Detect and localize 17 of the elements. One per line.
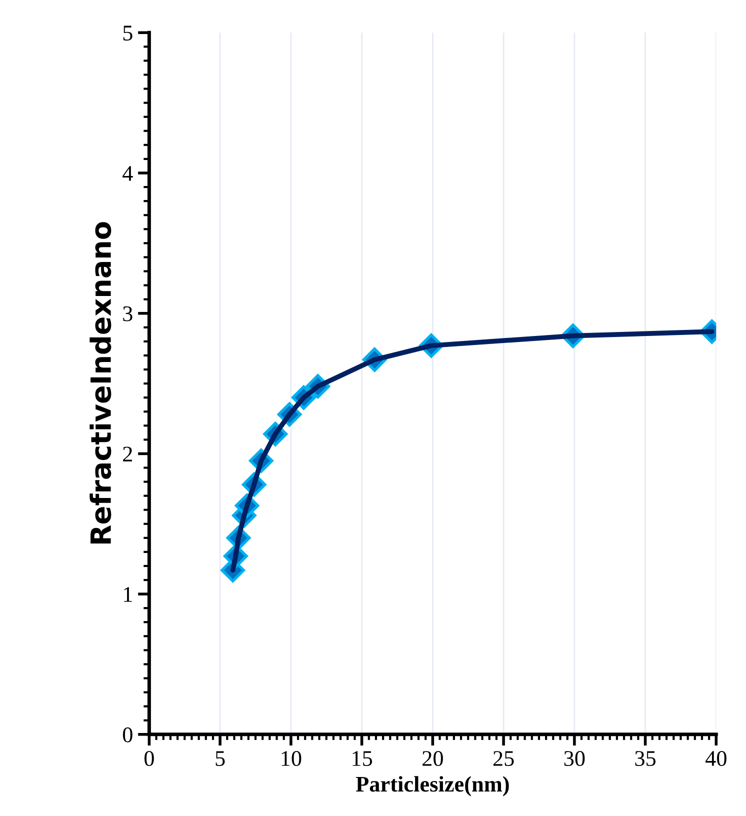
x-tick-label: 15	[352, 751, 372, 766]
y-tick-label: 5	[123, 26, 132, 41]
y-tick-label: 3	[123, 306, 132, 322]
y-tick-label: 4	[122, 166, 133, 181]
x-tick-label: 30	[564, 751, 585, 766]
x-axis-title: Particlesize(nm)	[356, 776, 509, 796]
y-tick-label: 1	[124, 587, 132, 602]
x-tick-label: 35	[635, 751, 656, 766]
y-tick-label: 2	[123, 446, 132, 462]
x-tick-label: 0	[144, 751, 154, 766]
x-tick-label: 5	[216, 751, 225, 766]
x-tick-label: 10	[282, 751, 302, 766]
y-tick-label: 0	[122, 727, 132, 742]
y-axis-title: RefractiveIndexnano	[90, 222, 112, 544]
x-tick-label: 25	[493, 751, 514, 766]
x-tick-label: 20	[422, 751, 443, 766]
x-tick-label: 40	[705, 751, 726, 766]
